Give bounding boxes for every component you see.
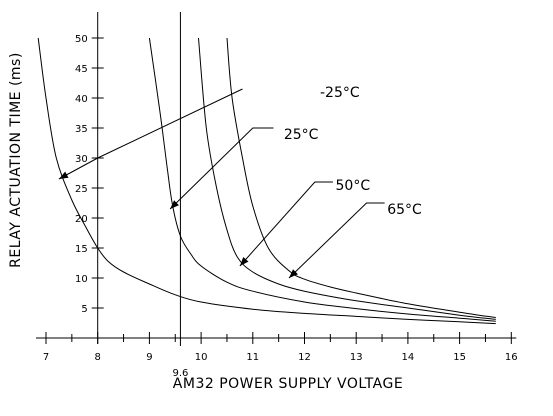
leader-line — [58, 88, 243, 180]
x-tick-label: 10 — [195, 352, 208, 363]
series-label: 65°C — [387, 202, 422, 218]
y-tick-label: 30 — [75, 154, 88, 165]
x-tick-label: 16 — [505, 352, 518, 363]
y-tick-label: 35 — [75, 124, 88, 135]
x-tick-label: 14 — [402, 352, 415, 363]
x-tick-label: 7 — [43, 352, 49, 363]
y-tick-label: 50 — [75, 34, 88, 45]
curve-series-1 — [148, 37, 496, 322]
annotations: -25°C 25°C 50°C 65°C — [58, 85, 422, 279]
x-tick-label: 12 — [298, 352, 311, 363]
y-tick-label: 45 — [75, 64, 88, 75]
x-tick-label: 13 — [350, 352, 363, 363]
y-tick-label: 5 — [81, 304, 87, 315]
y-tick-label: 10 — [75, 274, 88, 285]
reference-line-label: 9.6 — [172, 368, 188, 379]
curve-series-2 — [198, 37, 496, 320]
arrowhead — [288, 269, 298, 278]
leader-line — [239, 181, 333, 267]
y-tick-label: 40 — [75, 94, 88, 105]
arrowhead — [170, 200, 179, 209]
y-tick-label: 15 — [75, 244, 88, 255]
x-tick-label: 9 — [146, 352, 152, 363]
x-tick-label: 15 — [453, 352, 466, 363]
series-label: -25°C — [320, 85, 360, 101]
curve-series-0 — [37, 37, 496, 325]
series-label: 50°C — [336, 178, 371, 194]
y-axis-title: RELAY ACTUATION TIME (ms) — [8, 52, 24, 268]
leader-line — [169, 127, 274, 210]
x-tick-label: 8 — [95, 352, 101, 363]
leader-line — [288, 202, 385, 279]
x-axis-title: AM32 POWER SUPPLY VOLTAGE — [173, 376, 403, 392]
series-label: 25°C — [284, 127, 319, 143]
curve-series-3 — [226, 37, 496, 319]
arrowhead — [58, 171, 69, 179]
x-tick-label: 11 — [246, 352, 259, 363]
arrowhead — [239, 256, 249, 266]
curves — [37, 37, 496, 325]
y-tick-label: 25 — [75, 184, 88, 195]
